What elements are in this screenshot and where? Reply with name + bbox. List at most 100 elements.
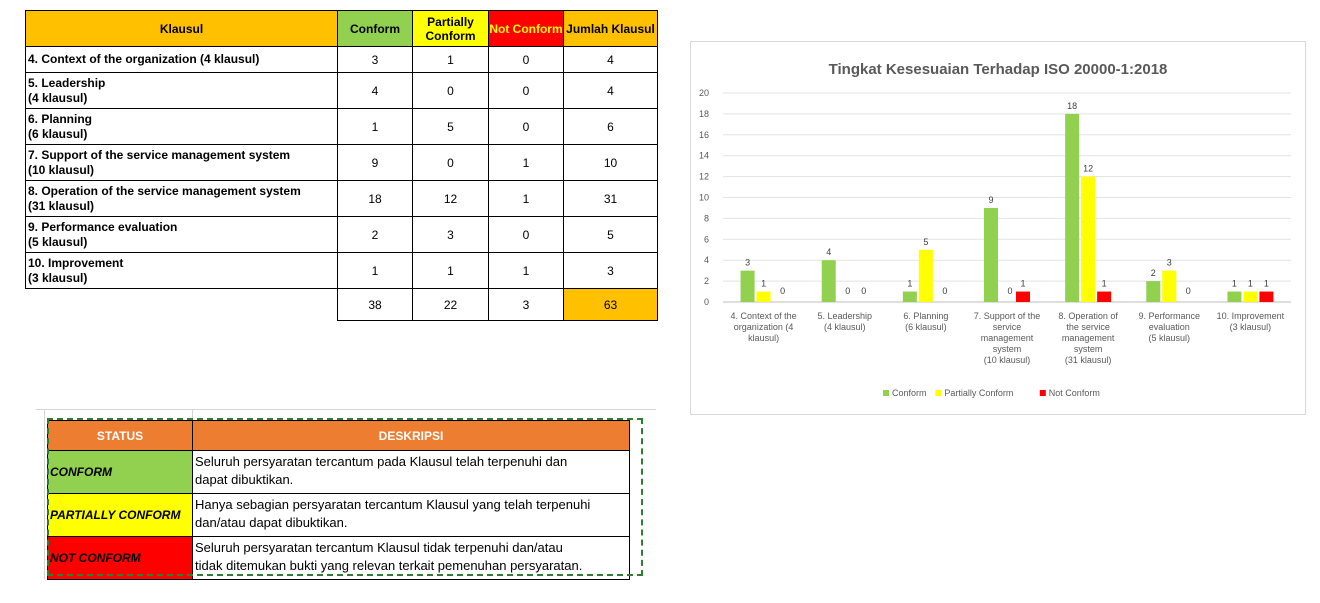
x-tick-label: management bbox=[1062, 333, 1115, 343]
bar bbox=[1065, 113, 1080, 303]
jumlah-value: 4 bbox=[563, 72, 658, 109]
bar bbox=[1097, 291, 1112, 302]
totals-blank-cell bbox=[26, 289, 338, 321]
total-partial: 22 bbox=[412, 288, 489, 321]
not-conform-value: 0 bbox=[488, 72, 564, 109]
x-tick-label: system bbox=[1074, 344, 1103, 354]
status-row: PARTIALLY CONFORM Hanya sebagian persyar… bbox=[47, 493, 630, 537]
not-conform-value: 1 bbox=[488, 180, 564, 217]
y-tick-label: 18 bbox=[699, 109, 709, 119]
status-not-conform: NOT CONFORM bbox=[47, 536, 193, 580]
status-description: Seluruh persyaratan tercantum Klausul ti… bbox=[192, 536, 630, 580]
header-deskripsi: DESKRIPSI bbox=[192, 420, 630, 451]
klausul-summary-table: Klausul Conform Partially Conform Not Co… bbox=[25, 10, 658, 321]
partial-value: 1 bbox=[412, 46, 489, 73]
data-label: 5 bbox=[923, 237, 928, 247]
status-legend-section: STATUS DESKRIPSI CONFORM Seluruh persyar… bbox=[36, 409, 656, 580]
klausul-name: 7. Support of the service management sys… bbox=[25, 144, 338, 181]
bar bbox=[1016, 291, 1030, 302]
conform-value: 1 bbox=[337, 252, 413, 289]
x-tick-label: 4. Context of the bbox=[731, 311, 797, 321]
data-label: 18 bbox=[1067, 101, 1077, 111]
bars bbox=[740, 113, 1274, 303]
data-label: 1 bbox=[1020, 279, 1025, 289]
data-label: 9 bbox=[988, 195, 993, 205]
klausul-name: 10. Improvement (3 klausul) bbox=[25, 252, 338, 289]
jumlah-value: 4 bbox=[563, 46, 658, 73]
legend-swatch bbox=[1039, 390, 1046, 396]
status-row: NOT CONFORM Seluruh persyaratan tercantu… bbox=[47, 536, 630, 580]
bar bbox=[1081, 176, 1096, 302]
klausul-name: 8. Operation of the service management s… bbox=[25, 180, 338, 217]
table-row: 8. Operation of the service management s… bbox=[25, 180, 658, 217]
bar bbox=[1259, 291, 1274, 302]
klausul-name: 5. Leadership (4 klausul) bbox=[25, 72, 338, 109]
partial-value: 5 bbox=[412, 108, 489, 145]
x-tick-label: system bbox=[993, 344, 1022, 354]
header-not-conform: Not Conform bbox=[488, 10, 564, 47]
bar bbox=[918, 249, 933, 302]
x-tick-label: evaluation bbox=[1149, 322, 1190, 332]
not-conform-value: 0 bbox=[488, 216, 564, 253]
x-tick-label: 5. Leadership bbox=[817, 311, 872, 321]
total-jumlah: 63 bbox=[563, 288, 658, 321]
x-tick-label: 10. Improvement bbox=[1217, 311, 1285, 321]
header-partially-conform: Partially Conform bbox=[412, 10, 489, 47]
y-tick-label: 0 bbox=[704, 297, 709, 307]
x-tick-label: (4 klausul) bbox=[824, 322, 866, 332]
data-label: 2 bbox=[1151, 268, 1156, 278]
legend-swatch bbox=[935, 390, 942, 396]
sheet-gridline bbox=[192, 409, 193, 419]
x-tick-label: (5 klausul) bbox=[1149, 333, 1191, 343]
total-conform: 38 bbox=[337, 288, 413, 321]
jumlah-value: 10 bbox=[563, 144, 658, 181]
x-tick-label: 7. Support of the bbox=[974, 311, 1041, 321]
jumlah-value: 6 bbox=[563, 108, 658, 145]
not-conform-value: 1 bbox=[488, 144, 564, 181]
data-label: 3 bbox=[1167, 258, 1172, 268]
data-label: 1 bbox=[1264, 279, 1269, 289]
x-tick-label: 8. Operation of bbox=[1058, 311, 1118, 321]
data-label: 4 bbox=[826, 247, 831, 257]
header-conform: Conform bbox=[337, 10, 413, 47]
status-partially-conform: PARTIALLY CONFORM bbox=[47, 493, 193, 537]
partial-value: 3 bbox=[412, 216, 489, 253]
data-label: 1 bbox=[1232, 279, 1237, 289]
data-label: 12 bbox=[1083, 164, 1093, 174]
total-not-conform: 3 bbox=[488, 288, 564, 321]
status-description-table: STATUS DESKRIPSI CONFORM Seluruh persyar… bbox=[47, 420, 630, 580]
x-tick-label: organization (4 bbox=[734, 322, 794, 332]
status-conform: CONFORM bbox=[47, 450, 193, 494]
x-tick-label: 9. Performance bbox=[1139, 311, 1201, 321]
jumlah-value: 31 bbox=[563, 180, 658, 217]
bar bbox=[821, 260, 836, 302]
conform-value: 3 bbox=[337, 46, 413, 73]
legend: Conform Partially Conform Not Conform bbox=[883, 388, 1100, 398]
legend-swatch bbox=[883, 390, 889, 396]
x-tick-label: (31 klausul) bbox=[1065, 355, 1112, 365]
y-tick-label: 10 bbox=[699, 193, 709, 203]
conform-value: 2 bbox=[337, 216, 413, 253]
header-klausul: Klausul bbox=[25, 10, 338, 47]
table-row: 7. Support of the service management sys… bbox=[25, 144, 658, 181]
legend-label: Partially Conform bbox=[944, 388, 1013, 398]
bar bbox=[1243, 291, 1258, 302]
sheet-gridline bbox=[44, 409, 45, 579]
bar bbox=[740, 270, 755, 302]
conform-value: 4 bbox=[337, 72, 413, 109]
status-description: Hanya sebagian persyaratan tercantum Kla… bbox=[192, 493, 630, 537]
x-tick-label: the service bbox=[1066, 322, 1110, 332]
table-row: 6. Planning (6 klausul) 1 5 0 6 bbox=[25, 108, 658, 145]
data-label: 0 bbox=[1007, 286, 1012, 296]
klausul-name: 9. Performance evaluation (5 klausul) bbox=[25, 216, 338, 253]
not-conform-value: 1 bbox=[488, 252, 564, 289]
x-tick-label: management bbox=[981, 333, 1034, 343]
x-tick-label: 6. Planning bbox=[903, 311, 948, 321]
y-tick-label: 12 bbox=[699, 172, 709, 182]
header-jumlah-klausul: Jumlah Klausul bbox=[563, 10, 658, 47]
totals-row: 38 22 3 63 bbox=[26, 288, 658, 321]
y-tick-label: 8 bbox=[704, 213, 709, 223]
table-row: 4. Context of the organization (4 klausu… bbox=[25, 46, 658, 73]
